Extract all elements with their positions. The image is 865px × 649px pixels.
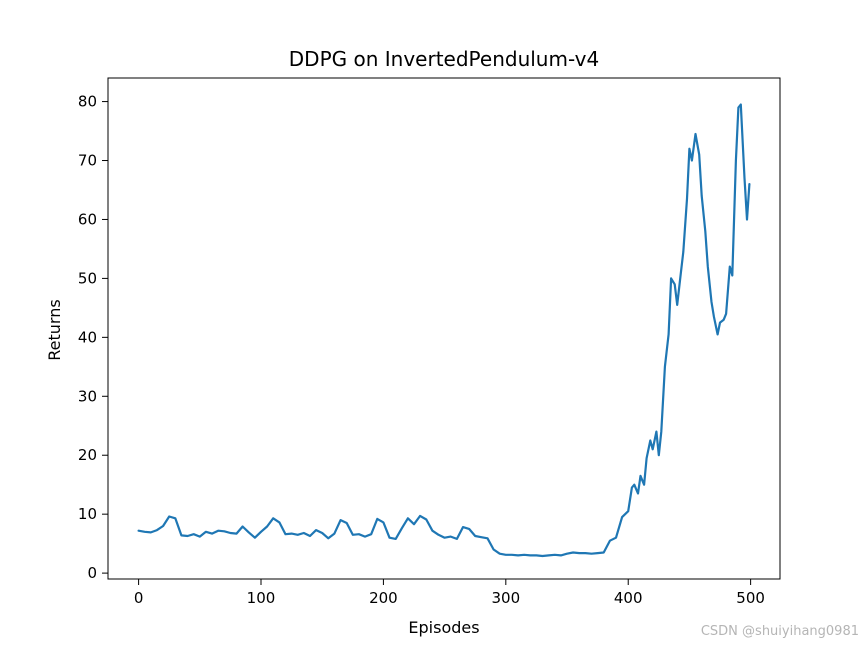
y-tick-label: 20 bbox=[78, 446, 97, 464]
y-tick-label: 60 bbox=[78, 210, 97, 228]
y-tick-label: 40 bbox=[78, 328, 97, 346]
watermark: CSDN @shuiyihang0981 bbox=[700, 624, 859, 639]
y-tick-label: 80 bbox=[78, 93, 97, 111]
x-axis-label: Episodes bbox=[408, 618, 479, 637]
y-axis-ticks: 0 10 20 30 40 50 60 70 80 bbox=[78, 93, 108, 582]
chart-title: DDPG on InvertedPendulum-v4 bbox=[289, 47, 599, 71]
y-tick-label: 70 bbox=[78, 152, 97, 170]
x-tick-label: 300 bbox=[491, 589, 520, 607]
x-tick-label: 100 bbox=[247, 589, 276, 607]
x-tick-label: 400 bbox=[614, 589, 643, 607]
y-tick-label: 10 bbox=[78, 505, 97, 523]
series-group bbox=[137, 103, 751, 558]
y-tick-label: 0 bbox=[87, 564, 97, 582]
plot-area bbox=[108, 78, 780, 579]
y-axis-label: Returns bbox=[45, 299, 64, 360]
x-axis-ticks: 0 100 200 300 400 500 bbox=[134, 579, 765, 607]
x-tick-label: 0 bbox=[134, 589, 144, 607]
y-tick-label: 30 bbox=[78, 387, 97, 405]
series-line bbox=[137, 103, 751, 558]
x-tick-label: 500 bbox=[736, 589, 765, 607]
plot-frame bbox=[107, 77, 781, 580]
y-tick-label: 50 bbox=[78, 269, 97, 287]
x-tick-label: 200 bbox=[369, 589, 398, 607]
